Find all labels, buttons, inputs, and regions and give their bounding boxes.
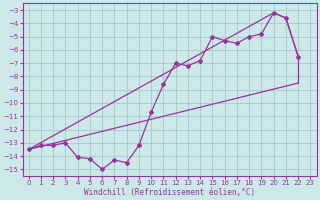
X-axis label: Windchill (Refroidissement éolien,°C): Windchill (Refroidissement éolien,°C) [84,188,255,197]
